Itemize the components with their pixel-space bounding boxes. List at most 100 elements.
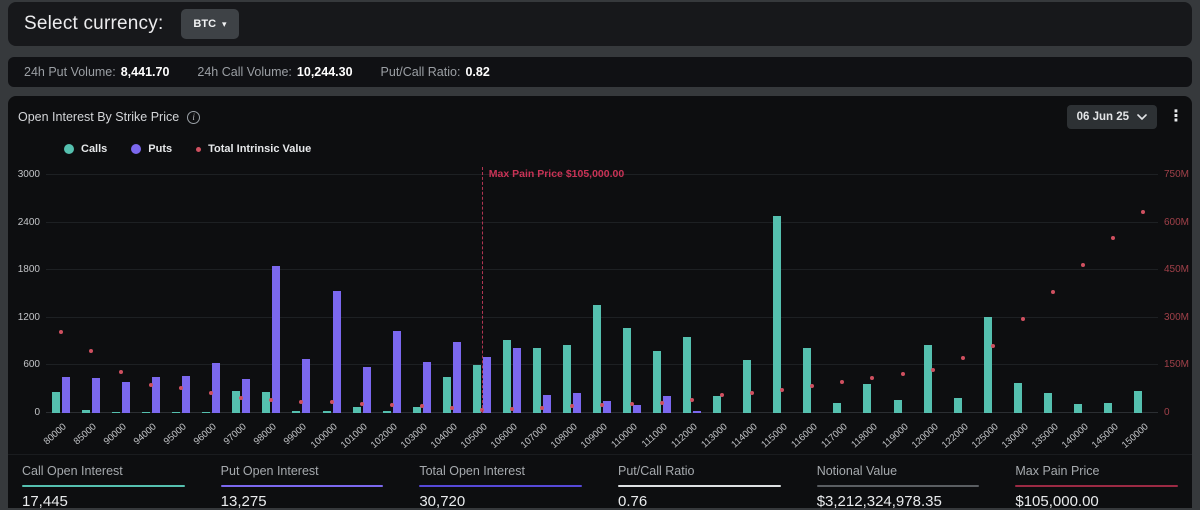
intrinsic-value-dot [1020,317,1025,322]
call-bar [1013,382,1022,413]
info-icon[interactable]: i [187,110,201,124]
summary-stat-label: Notional Value [816,464,898,478]
legend-item[interactable]: Puts [131,143,172,155]
put-bar [663,396,672,413]
stat-value: 10,244.30 [296,65,353,79]
summary-stat: Put/Call Ratio 0.76 [618,464,781,510]
chart-legend: Calls Puts Total Intrinsic Value [64,143,311,155]
y-axis-label-right: 150M [1164,359,1190,371]
x-axis-label: 140000 [1059,421,1091,451]
y-axis-label-right: 0 [1164,407,1170,418]
call-bar [202,411,211,413]
y-axis-label-left: 0 [34,407,40,418]
y-axis-label-right: 750M [1164,169,1190,180]
legend-item[interactable]: Calls [64,143,107,155]
currency-bar: Select currency: BTC ▾ [8,2,1192,46]
call-bar [1133,390,1142,413]
intrinsic-value-dot [119,369,124,374]
y-axis-label-left: 600 [23,359,40,371]
expiry-date-selector[interactable]: 06 Jun 25 [1066,105,1157,129]
put-bar [242,379,251,413]
put-bar [603,401,611,413]
x-axis-label: 106000 [488,421,520,451]
plot-area: Max Pain Price $105,000.00 [46,167,1158,413]
x-axis-label: 104000 [428,421,460,451]
intrinsic-value-dot [89,349,94,354]
summary-stat-underline [816,485,980,487]
put-bar [633,405,642,413]
call-bar [833,402,842,413]
x-axis-label: 115000 [759,421,790,451]
intrinsic-value-dot [419,404,424,409]
call-bar [743,359,752,413]
chevron-down-icon [1137,114,1147,120]
call-bar [713,396,722,413]
x-axis-label: 150000 [1119,421,1151,451]
call-bar [683,336,692,413]
intrinsic-value-dot [660,400,665,405]
y-axis-label-right: 300M [1164,311,1190,323]
legend-item[interactable]: Total Intrinsic Value [196,143,311,155]
call-bar [412,406,421,413]
gridline [46,364,1158,366]
intrinsic-value-dot [870,375,875,380]
x-axis-label: 90000 [101,421,129,448]
x-axis-label: 122000 [939,421,971,451]
call-bar [803,347,812,413]
x-axis-label: 80000 [41,421,69,448]
summary-stat-label: Total Open Interest [419,464,525,478]
x-axis-label: 94000 [131,421,159,448]
intrinsic-value-dot [1110,235,1115,240]
put-bar [302,359,311,413]
kebab-menu-icon[interactable]: ⋮ [1168,108,1184,125]
x-axis-label: 96000 [191,421,219,448]
volume-stat: 24h Put Volume: 8,441.70 [24,65,169,79]
x-axis-label: 98000 [252,421,280,448]
put-bar [122,382,131,413]
summary-stat-value: 17,445 [22,493,68,510]
x-axis-label: 95000 [161,421,189,448]
call-bar [653,351,662,413]
select-currency-label: Select currency: [24,13,164,34]
gridline [46,412,1158,413]
currency-dropdown[interactable]: BTC ▾ [181,9,239,39]
intrinsic-value-dot [359,402,364,407]
y-axis-label-left: 2400 [17,216,40,228]
call-bar [442,377,451,413]
put-bar [482,357,491,413]
legend-swatch-icon [196,146,202,152]
intrinsic-value-dot [149,383,154,388]
intrinsic-value-dot [630,402,635,407]
summary-stat-underline [419,485,583,487]
intrinsic-value-dot [900,372,905,377]
intrinsic-value-dot [329,400,334,405]
call-bar [532,347,541,413]
summary-stat-label: Call Open Interest [22,464,123,478]
call-bar [562,344,571,413]
put-bar [572,393,581,413]
x-axis-label: 110000 [609,421,640,451]
summary-stat-value: 30,720 [419,493,466,510]
open-interest-chart-panel: Open Interest By Strike Price i 06 Jun 2… [8,96,1192,510]
summary-stat-label: Max Pain Price [1015,464,1100,478]
chevron-down-icon: ▾ [222,18,227,29]
x-axis-label: 107000 [518,421,550,451]
put-bar [332,290,341,413]
x-axis-label: 116000 [789,421,821,451]
call-bar [142,412,151,413]
call-bar [262,391,271,413]
y-axis-label-right: 450M [1164,264,1190,276]
call-bar [863,384,872,413]
y-axis-label-right: 600M [1164,216,1190,228]
summary-stat-label: Put Open Interest [220,464,319,478]
call-bar [923,344,932,413]
call-bar [172,412,181,413]
x-axis-label: 125000 [969,421,1001,451]
call-bar [232,390,241,413]
intrinsic-value-dot [389,403,394,408]
call-bar [1103,402,1112,413]
legend-label: Calls [81,143,108,155]
summary-stat-underline [22,485,185,487]
call-bar [382,411,391,413]
intrinsic-value-dot [960,355,965,360]
